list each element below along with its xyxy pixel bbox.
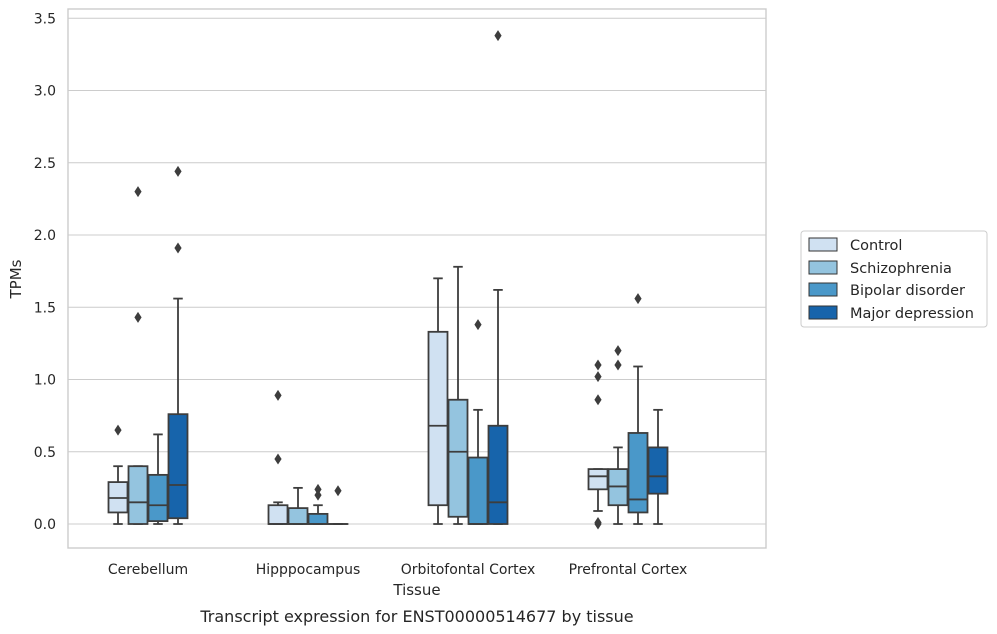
outlier-point	[614, 345, 622, 357]
box-major-depression-prefrontal-cortex	[647, 408, 669, 525]
legend-swatch-schizophrenia	[808, 260, 838, 275]
legend-label-major-depression: Major depression	[850, 306, 974, 322]
box-iqr	[487, 424, 509, 525]
box-iqr	[647, 446, 669, 495]
outlier-point	[274, 389, 282, 401]
outlier-point	[594, 517, 602, 529]
box-control-orbitofontal-cortex	[427, 277, 449, 525]
legend-swatch-control	[808, 237, 838, 252]
box-bipolar-disorder-cerebellum	[147, 433, 169, 525]
y-axis-label: TPMs	[7, 259, 25, 299]
y-tick-label: 2.0	[34, 228, 56, 244]
outlier-point	[274, 453, 282, 465]
x-tick-label: Orbitofontal Cortex	[401, 562, 536, 578]
outlier-point	[614, 359, 622, 371]
boxes-layer	[107, 30, 669, 530]
box-iqr	[627, 432, 649, 514]
outlier-point	[594, 371, 602, 383]
box-major-depression-cerebellum	[167, 165, 189, 525]
box-bipolar-disorder-hipppocampus	[307, 483, 329, 525]
x-tick-label: Cerebellum	[108, 562, 188, 578]
outlier-point	[134, 311, 142, 323]
box-control-hipppocampus	[267, 389, 289, 525]
legend: Control Schizophrenia Bipolar disorder M…	[800, 230, 988, 328]
x-tick-label: Hipppocampus	[256, 562, 361, 578]
box-iqr	[127, 465, 149, 525]
box-schizophrenia-prefrontal-cortex	[607, 345, 629, 525]
y-tick-label: 2.5	[34, 156, 56, 172]
outlier-point	[174, 242, 182, 254]
y-tick-label: 0.5	[34, 445, 56, 461]
legend-frame	[800, 230, 988, 328]
box-major-depression-hipppocampus	[327, 485, 349, 525]
outlier-point	[134, 186, 142, 198]
outlier-point	[634, 293, 642, 305]
box-iqr	[587, 468, 609, 491]
box-control-cerebellum	[107, 424, 129, 525]
box-control-prefrontal-cortex	[587, 359, 609, 530]
outlier-point	[174, 165, 182, 177]
y-tick-label: 1.5	[34, 300, 56, 316]
chart-caption: Transcript expression for ENST0000051467…	[199, 607, 633, 626]
outlier-point	[594, 359, 602, 371]
box-major-depression-orbitofontal-cortex	[487, 30, 509, 525]
box-iqr	[307, 512, 329, 525]
box-iqr	[447, 398, 469, 518]
x-axis-ticks: Cerebellum Hipppocampus Orbitofontal Corte…	[108, 562, 687, 578]
box-iqr	[167, 413, 189, 520]
legend-label-control: Control	[850, 238, 902, 254]
legend-swatch-major-depression	[808, 305, 838, 320]
legend-label-schizophrenia: Schizophrenia	[850, 261, 952, 277]
y-tick-label: 3.5	[34, 11, 56, 27]
box-schizophrenia-cerebellum	[127, 186, 149, 525]
x-tick-label: Prefrontal Cortex	[569, 562, 688, 578]
y-tick-label: 0.0	[34, 517, 56, 533]
box-schizophrenia-orbitofontal-cortex	[447, 265, 469, 525]
y-tick-label: 3.0	[34, 84, 56, 100]
legend-label-bipolar-disorder: Bipolar disorder	[850, 283, 965, 299]
outlier-point	[314, 489, 322, 501]
y-tick-label: 1.0	[34, 373, 56, 389]
outlier-point	[314, 483, 322, 495]
x-axis-label: Tissue	[392, 581, 440, 599]
outlier-point	[594, 394, 602, 406]
box-iqr	[427, 330, 449, 507]
box-bipolar-disorder-orbitofontal-cortex	[467, 319, 489, 525]
box-bipolar-disorder-prefrontal-cortex	[627, 293, 649, 525]
box-schizophrenia-hipppocampus	[287, 486, 309, 525]
outlier-point	[474, 319, 482, 331]
outlier-point	[114, 424, 122, 436]
box-iqr	[287, 507, 309, 525]
box-iqr	[467, 456, 489, 525]
y-axis-ticks: 0.0 0.5 1.0 1.5 2.0 2.5 3.0 3.5	[34, 11, 56, 533]
outlier-point	[494, 30, 502, 42]
plot-frame	[67, 8, 767, 549]
legend-swatch-bipolar-disorder	[808, 282, 838, 297]
box-iqr	[147, 473, 169, 523]
box-iqr	[267, 504, 289, 525]
outlier-point	[334, 485, 342, 497]
